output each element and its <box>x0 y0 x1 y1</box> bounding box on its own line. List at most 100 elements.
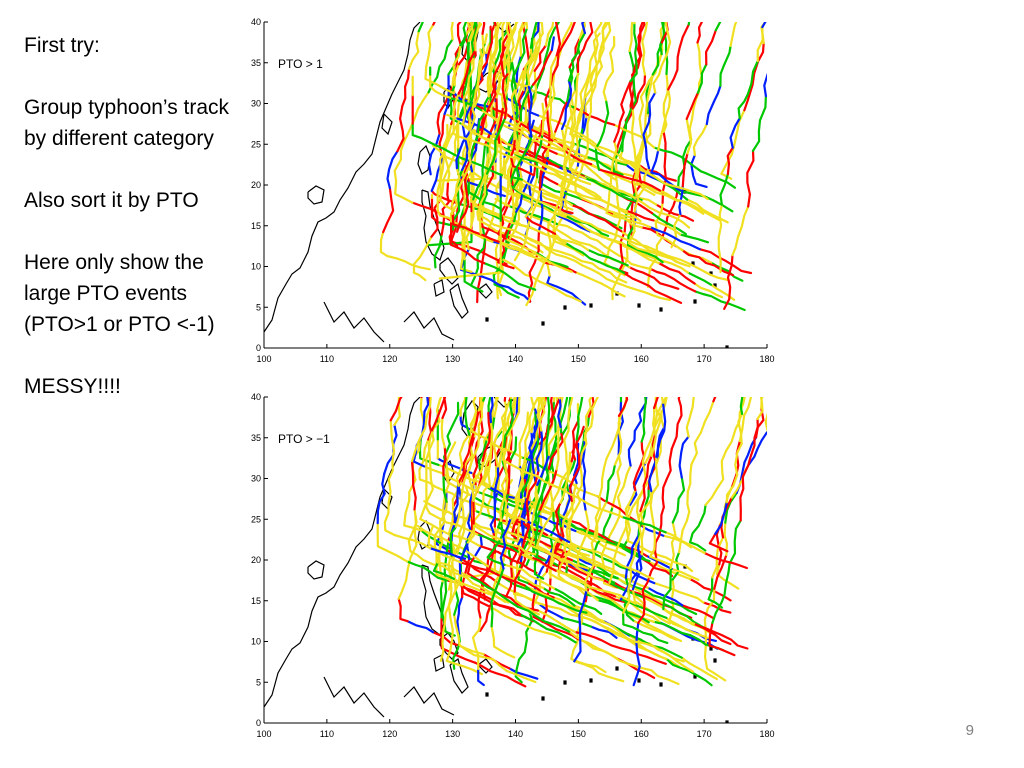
typhoon-track-segment <box>589 72 594 102</box>
typhoon-track-segment <box>594 99 610 171</box>
y-tick-label: 15 <box>251 596 261 606</box>
typhoon-track-segment <box>620 190 661 214</box>
typhoon-track-segment <box>379 231 399 260</box>
typhoon-track-segment <box>423 436 434 509</box>
typhoon-track-segment <box>482 542 497 580</box>
typhoon-track-segment <box>692 122 708 157</box>
typhoon-track-segment <box>746 389 750 391</box>
typhoon-track-segment <box>645 73 654 112</box>
typhoon-track-segment <box>522 508 542 552</box>
typhoon-track-segment <box>622 545 638 614</box>
typhoon-track-segment <box>476 533 519 553</box>
coastline-segment <box>264 397 421 708</box>
typhoon-track-segment <box>435 557 464 587</box>
typhoon-track-segment <box>512 397 519 414</box>
typhoon-track-segment <box>430 397 447 432</box>
typhoon-track-segment <box>493 22 510 77</box>
typhoon-track-segment <box>441 590 456 637</box>
typhoon-track-segment <box>570 559 619 580</box>
pto-panel-label: PTO > −1 <box>278 432 330 446</box>
typhoon-track-segment <box>397 597 409 623</box>
y-tick-label: 40 <box>251 392 261 402</box>
typhoon-track-segment <box>563 604 619 635</box>
typhoon-track-segment <box>459 582 491 608</box>
typhoon-track-segment <box>491 48 502 79</box>
typhoon-track-segment <box>635 151 657 194</box>
typhoon-track-segment <box>764 412 767 433</box>
typhoon-track-segment <box>534 133 544 179</box>
typhoon-track-segment <box>689 503 707 552</box>
typhoon-track-segment <box>541 91 552 136</box>
typhoon-track-segment <box>532 134 564 151</box>
plot-area <box>264 389 767 723</box>
typhoon-track-segment <box>460 485 470 505</box>
x-tick-label: 100 <box>256 354 271 364</box>
typhoon-track-segment <box>613 123 656 149</box>
typhoon-track-segment <box>529 186 574 211</box>
typhoon-track-segment <box>751 94 767 152</box>
typhoon-track-segment <box>540 161 559 186</box>
typhoon-track-segment <box>483 33 488 45</box>
typhoon-track-segment <box>453 588 460 616</box>
typhoon-track-segment <box>583 593 618 608</box>
typhoon-track-segment <box>580 197 610 212</box>
typhoon-track-segment <box>556 214 591 233</box>
typhoon-track-segment <box>427 525 462 564</box>
typhoon-track-segment <box>694 389 697 395</box>
typhoon-track-segment <box>705 29 717 66</box>
typhoon-track-segment <box>457 64 471 124</box>
coastline-segment <box>433 279 445 297</box>
typhoon-track-segment <box>627 402 647 467</box>
typhoon-track-segment <box>629 22 638 83</box>
typhoon-track-segment <box>459 22 468 47</box>
typhoon-track-segment <box>648 426 665 493</box>
typhoon-track-segment <box>474 661 527 688</box>
y-tick-label: 35 <box>251 433 261 443</box>
typhoon-track-segment <box>696 22 704 44</box>
typhoon-track-segment <box>542 586 576 607</box>
typhoon-track-segment <box>436 156 445 197</box>
typhoon-track-segment <box>696 41 703 93</box>
typhoon-track-segment <box>535 479 563 553</box>
typhoon-track-segment <box>646 236 664 288</box>
typhoon-track-segment <box>658 211 691 229</box>
typhoon-track-segment <box>509 397 513 400</box>
typhoon-track-segment <box>495 143 547 167</box>
island-mark <box>589 678 593 683</box>
typhoon-track-segment <box>450 167 461 223</box>
typhoon-track-segment <box>524 22 528 24</box>
island-mark <box>637 303 641 308</box>
y-tick-label: 5 <box>256 302 261 312</box>
typhoon-track-segment <box>549 509 557 549</box>
typhoon-track-segment <box>438 250 502 280</box>
typhoon-track-segment <box>482 656 508 672</box>
typhoon-track-segment <box>472 143 487 201</box>
typhoon-track-segment <box>651 212 687 236</box>
typhoon-track-segment <box>739 397 744 415</box>
typhoon-track-segment <box>632 619 678 641</box>
typhoon-track-segment <box>489 397 494 424</box>
typhoon-track-segment <box>508 667 539 680</box>
typhoon-track-segment <box>449 240 508 266</box>
typhoon-track-segment <box>617 400 624 456</box>
typhoon-track-segment <box>517 46 540 98</box>
typhoon-track-segment <box>487 411 492 432</box>
typhoon-track-segment <box>407 508 418 553</box>
typhoon-track-segment <box>665 616 709 639</box>
typhoon-track-segment <box>606 209 637 220</box>
y-tick-label: 35 <box>251 58 261 68</box>
typhoon-track-segment <box>493 22 497 27</box>
coastline-segment <box>417 144 431 175</box>
typhoon-track-segment <box>571 183 609 204</box>
typhoon-track-segment <box>481 463 491 489</box>
typhoon-track-segment <box>652 620 692 637</box>
typhoon-track-segment <box>640 397 647 443</box>
typhoon-track-segment <box>443 401 460 469</box>
typhoon-track-segment <box>622 611 669 644</box>
typhoon-track-segment <box>442 123 449 159</box>
typhoon-track-segment <box>459 397 467 417</box>
typhoon-track-segment <box>485 218 532 242</box>
typhoon-track-segment <box>489 465 500 534</box>
typhoon-track-segment <box>737 93 749 120</box>
typhoon-track-segment <box>406 531 418 572</box>
